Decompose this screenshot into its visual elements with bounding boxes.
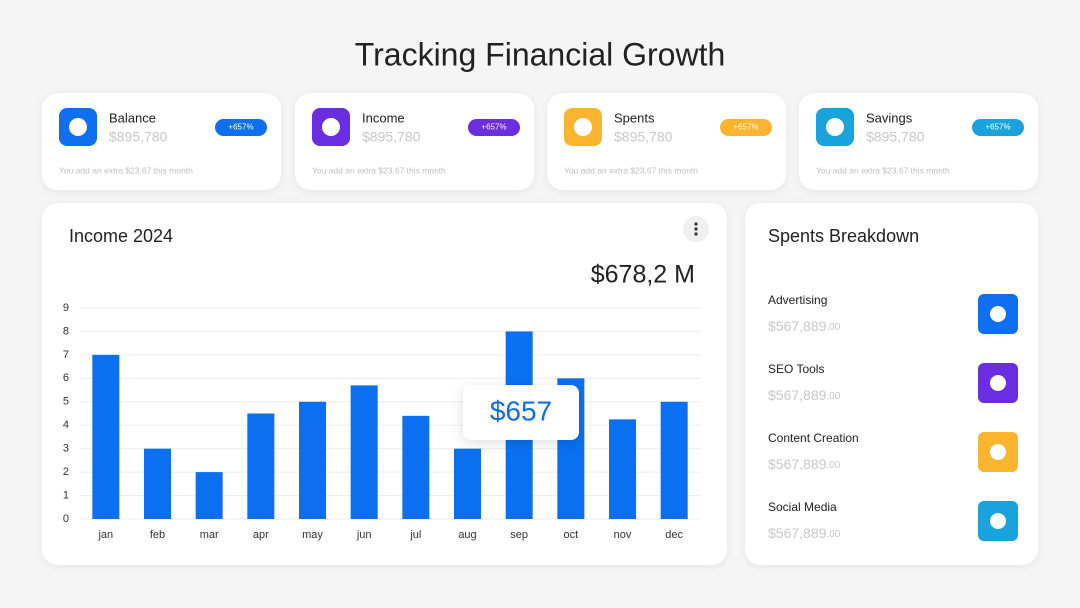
callout-text: $657 (490, 395, 552, 426)
x-tick-label: jun (356, 529, 372, 541)
breakdown-name: Advertising (768, 293, 827, 307)
card-icon-glyph (69, 118, 87, 136)
card-note: You add an extra $23,67 this month (564, 165, 698, 175)
x-tick-label: jan (97, 529, 113, 541)
breakdown-name: Social Media (768, 500, 837, 514)
bar (144, 448, 171, 519)
bar (660, 401, 688, 519)
x-tick-label: aug (458, 529, 476, 541)
card-badge (215, 119, 267, 136)
card-note: You add an extra $23,67 this month (816, 165, 950, 175)
breakdown-icon-glyph (990, 444, 1006, 460)
stat-card (799, 93, 1038, 190)
breakdown-amount-cents: .00 (826, 460, 840, 471)
breakdown-amount: $567,889.00 (768, 387, 841, 403)
callout-box (463, 385, 579, 440)
card-icon-glyph (826, 118, 844, 136)
breakdown-amount-main: $567,889 (768, 525, 827, 541)
y-tick-label: 7 (63, 349, 69, 361)
menu-dot[interactable] (694, 222, 698, 226)
bar (92, 354, 120, 519)
x-tick-label: jul (409, 529, 421, 541)
x-tick-label: apr (253, 529, 269, 541)
breakdown-amount-main: $567,889 (768, 456, 827, 472)
card-badge (972, 119, 1024, 136)
y-tick-label: 9 (63, 302, 69, 314)
y-tick-label: 3 (63, 443, 69, 455)
breakdown-amount-main: $567,889 (768, 387, 827, 403)
x-tick-label: oct (563, 529, 578, 541)
card-icon-glyph (322, 118, 340, 136)
bar (402, 415, 430, 519)
card-badge-text: +657% (985, 123, 1010, 132)
card-icon-glyph (574, 118, 592, 136)
y-tick-label: 1 (63, 489, 69, 501)
breakdown-amount: $567,889.00 (768, 456, 841, 472)
card-note: You add an extra $23,67 this month (312, 165, 446, 175)
x-tick-label: dec (665, 529, 683, 541)
card-note: You add an extra $23,67 this month (59, 165, 193, 175)
bar (299, 401, 326, 519)
card-amount: $895,780 (362, 129, 421, 145)
breakdown-icon-glyph (990, 306, 1006, 322)
breakdown-amount-cents: .00 (826, 391, 840, 402)
x-tick-label: mar (200, 529, 219, 541)
card-label: Income (362, 110, 405, 125)
bar (247, 413, 275, 519)
bar (609, 419, 636, 519)
card-badge-text: +657% (228, 123, 253, 132)
card-amount: $895,780 (866, 129, 925, 145)
y-tick-label: 4 (63, 419, 69, 431)
breakdown-amount-cents: .00 (826, 529, 840, 540)
card-label: Savings (866, 110, 913, 125)
card-amount: $895,780 (614, 129, 673, 145)
stat-card (42, 93, 281, 190)
breakdown-panel (745, 203, 1038, 565)
x-tick-label: may (302, 529, 323, 541)
bar (350, 385, 378, 519)
page-title: Tracking Financial Growth (355, 36, 726, 72)
menu-button[interactable] (683, 216, 709, 242)
card-badge-text: +657% (733, 123, 758, 132)
breakdown-name: Content Creation (768, 431, 859, 445)
card-badge-text: +657% (481, 123, 506, 132)
card-badge (720, 119, 772, 136)
x-tick-label: sep (510, 529, 528, 541)
chart-total: $678,2 M (591, 261, 695, 289)
breakdown-icon-glyph (990, 513, 1006, 529)
x-tick-label: feb (150, 529, 165, 541)
card-badge (468, 119, 520, 136)
breakdown-name: SEO Tools (768, 362, 824, 376)
y-tick-label: 0 (63, 513, 69, 525)
bar (195, 472, 223, 519)
y-tick-label: 2 (63, 466, 69, 478)
x-tick-label: nov (614, 529, 632, 541)
stat-card (295, 93, 534, 190)
stat-card (547, 93, 786, 190)
card-label: Balance (109, 110, 156, 125)
breakdown-amount-cents: .00 (826, 322, 840, 333)
menu-dot[interactable] (694, 227, 698, 231)
chart-title: Income 2024 (69, 226, 173, 246)
card-amount: $895,780 (109, 129, 168, 145)
card-label: Spents (614, 110, 655, 125)
y-tick-label: 5 (63, 396, 69, 408)
y-tick-label: 6 (63, 372, 69, 384)
menu-dot[interactable] (694, 232, 698, 236)
breakdown-icon-glyph (990, 375, 1006, 391)
bar (454, 448, 481, 519)
breakdown-amount: $567,889.00 (768, 318, 841, 334)
breakdown-title: Spents Breakdown (768, 226, 919, 246)
breakdown-amount-main: $567,889 (768, 318, 827, 334)
breakdown-amount: $567,889.00 (768, 525, 841, 541)
y-tick-label: 8 (63, 325, 69, 337)
